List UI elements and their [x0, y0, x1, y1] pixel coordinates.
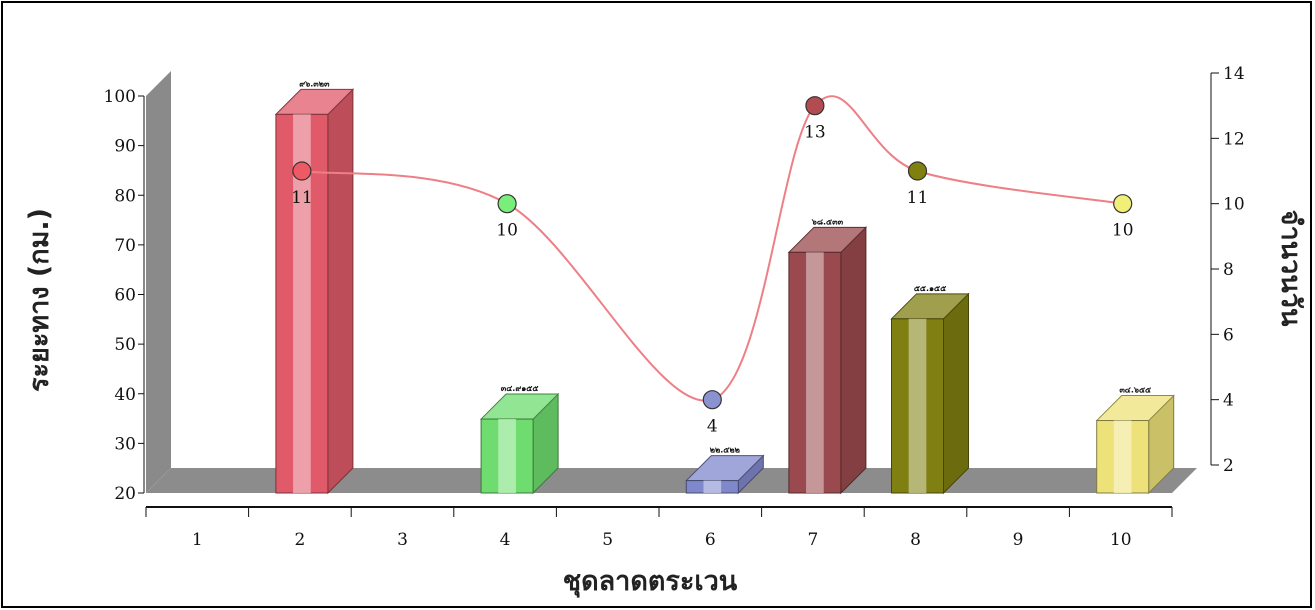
bar-highlight [806, 252, 824, 493]
line-point [1114, 195, 1132, 213]
line-point-label: 4 [707, 417, 718, 437]
bar-value-label: ๓๔.๖๕๕ [1119, 386, 1151, 395]
bar-value-label: ๙๖.๓๒๓ [299, 79, 330, 88]
y2-tick-label: 10 [1223, 195, 1245, 215]
bar-value-label: ๓๔.๙๑๕๕ [501, 384, 539, 393]
line-point [909, 162, 927, 180]
y-tick-label: 100 [104, 87, 136, 107]
y2-axis-title: จำนวนวัน [1275, 210, 1306, 327]
x-tick-label: 5 [602, 530, 613, 550]
bar-side [944, 294, 969, 493]
x-tick-label: 8 [910, 530, 921, 550]
x-tick-label: 1 [192, 530, 203, 550]
x-tick-label: 9 [1013, 530, 1024, 550]
bar-value-label: ๕๕.๑๕๕ [914, 284, 946, 293]
bar-value-label: ๒๒.๕๒๒ [710, 446, 740, 455]
line-point [806, 97, 824, 115]
x-tick-label: 2 [294, 530, 305, 550]
y2-tick-label: 6 [1223, 325, 1234, 345]
line-point-label: 13 [804, 123, 826, 143]
x-tick-label: 10 [1110, 530, 1132, 550]
y-tick-label: 70 [114, 236, 136, 256]
x-tick-label: 7 [807, 530, 818, 550]
line-point-label: 11 [907, 188, 929, 208]
bar-side [328, 89, 353, 493]
bar-highlight [1114, 421, 1132, 493]
y-axis-title: ระยะทาง (กม.) [24, 208, 55, 392]
y-tick-label: 30 [114, 434, 136, 454]
y2-tick-label: 8 [1223, 260, 1234, 280]
y2-tick-label: 14 [1223, 64, 1245, 84]
x-tick-label: 4 [500, 530, 511, 550]
bar-highlight [909, 319, 927, 493]
y-tick-label: 40 [114, 385, 136, 405]
line-point-label: 11 [291, 188, 313, 208]
bar-highlight [703, 481, 721, 493]
y2-tick-label: 2 [1223, 456, 1234, 476]
y-tick-label: 60 [114, 286, 136, 306]
x-tick-label: 6 [705, 530, 716, 550]
left-wall [146, 71, 171, 493]
line-point-label: 10 [496, 221, 518, 241]
y-tick-label: 50 [114, 335, 136, 355]
line-point [498, 195, 516, 213]
bar-side [841, 227, 866, 493]
y-tick-label: 80 [114, 186, 136, 206]
x-axis-title: ชุดลาดตระเวน [563, 566, 738, 598]
line-point-label: 10 [1112, 221, 1134, 241]
y-tick-label: 90 [114, 137, 136, 157]
y2-tick-label: 12 [1223, 129, 1245, 149]
line-point [703, 391, 721, 409]
x-tick-label: 3 [397, 530, 408, 550]
bar-highlight [498, 419, 516, 493]
days-line [302, 96, 1123, 401]
line-point [293, 162, 311, 180]
y-tick-label: 20 [114, 484, 136, 504]
bar-value-label: ๖๘.๕๓๓ [811, 217, 844, 226]
y2-tick-label: 4 [1223, 391, 1234, 411]
